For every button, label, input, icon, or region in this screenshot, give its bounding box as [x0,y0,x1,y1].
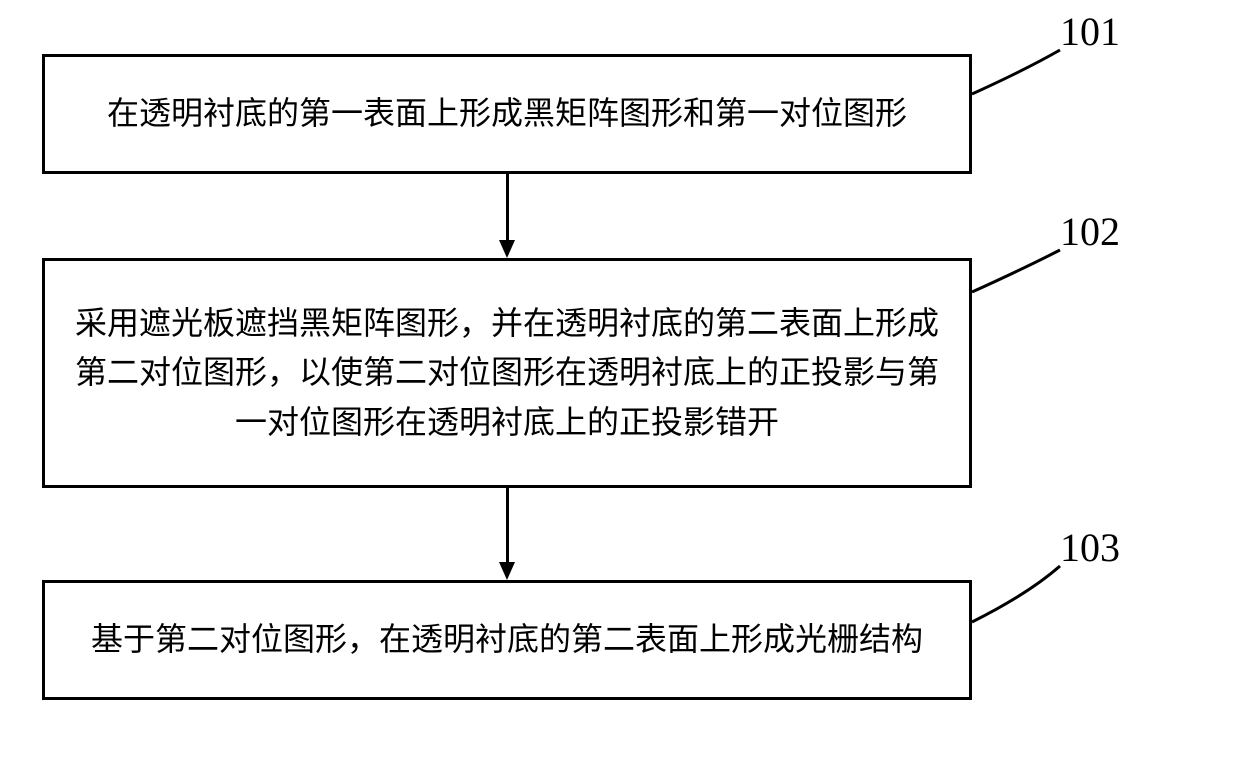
flowchart-step-1-text: 在透明衬底的第一表面上形成黑矩阵图形和第一对位图形 [107,89,907,139]
arrow-1-head-icon [499,240,515,258]
leader-line-3 [968,562,1064,626]
arrow-2-head-icon [499,562,515,580]
reference-label-101: 101 [1060,8,1120,55]
flowchart-step-3-text: 基于第二对位图形，在透明衬底的第二表面上形成光栅结构 [91,615,923,665]
reference-label-102: 102 [1060,208,1120,255]
flowchart-step-2-text: 采用遮光板遮挡黑矩阵图形，并在透明衬底的第二表面上形成第二对位图形，以使第二对位… [61,299,953,448]
flowchart-canvas: 在透明衬底的第一表面上形成黑矩阵图形和第一对位图形 采用遮光板遮挡黑矩阵图形，并… [0,0,1239,777]
leader-line-2 [968,246,1064,296]
reference-label-103: 103 [1060,524,1120,571]
leader-line-1 [968,46,1064,98]
flowchart-step-2: 采用遮光板遮挡黑矩阵图形，并在透明衬底的第二表面上形成第二对位图形，以使第二对位… [42,258,972,488]
flowchart-step-1: 在透明衬底的第一表面上形成黑矩阵图形和第一对位图形 [42,54,972,174]
arrow-1-line [506,174,509,240]
arrow-2-line [506,488,509,562]
flowchart-step-3: 基于第二对位图形，在透明衬底的第二表面上形成光栅结构 [42,580,972,700]
